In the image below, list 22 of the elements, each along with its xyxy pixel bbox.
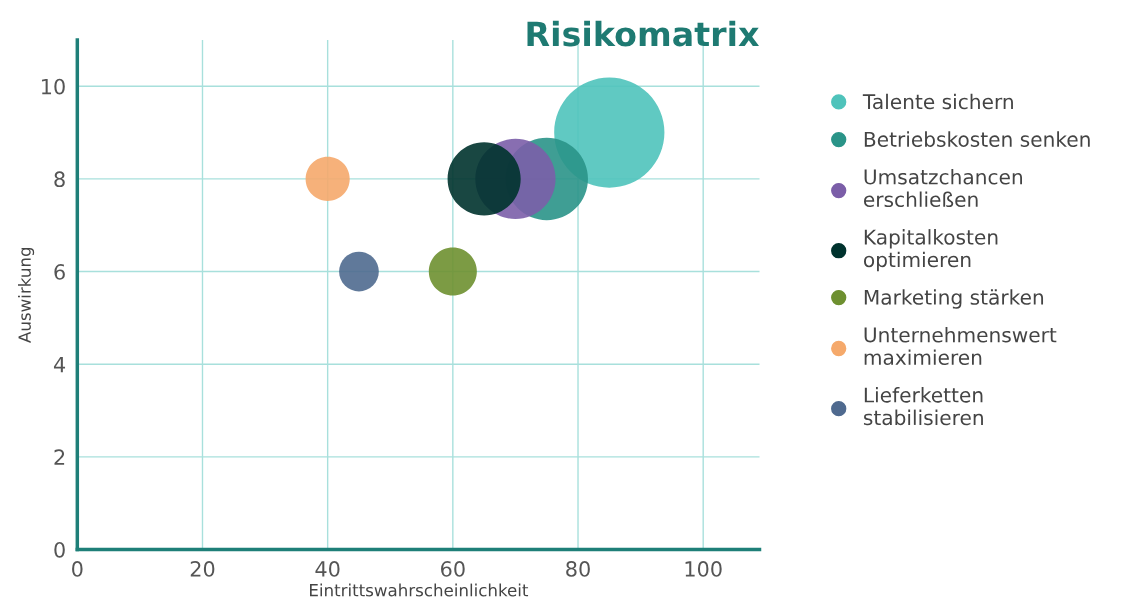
legend-label: Kapitalkosten optimieren (863, 229, 998, 272)
legend-label: Betriebskosten senken (864, 131, 1090, 147)
legend-label: Unternehmenswert maximieren (864, 326, 1057, 366)
legend-label: Lieferketten stabilisieren (863, 387, 983, 426)
chart-title: Risikomatrix (527, 20, 760, 47)
y-tick-label: 4 (53, 356, 66, 373)
x-tick-label: 80 (566, 561, 590, 577)
y-tick-label: 0 (54, 541, 65, 558)
y-tick-label: 2 (54, 449, 65, 465)
y-tick-label: 10 (41, 78, 65, 95)
x-tick-label: 60 (441, 561, 465, 577)
y-axis-title: Auswirkung (18, 247, 35, 343)
legend-label: Umsatzchancen erschließen (863, 168, 1022, 208)
x-axis-title: Eintrittswahrscheinlichkeit (310, 583, 529, 597)
x-tick-label: 20 (190, 561, 215, 577)
x-tick-label: 40 (315, 561, 340, 577)
legend-label: Talente sichern (862, 93, 1013, 110)
y-tick-label: 8 (54, 171, 65, 188)
x-tick-label: 0 (72, 561, 83, 577)
x-tick-label: 100 (685, 561, 722, 577)
legend-label: Marketing stärken (864, 289, 1044, 309)
y-tick-label: 6 (54, 264, 65, 280)
